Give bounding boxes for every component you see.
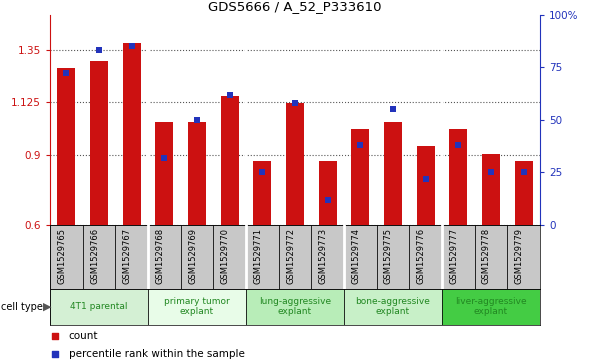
Point [127,43,136,49]
Bar [181,225,214,289]
Text: GSM1529769: GSM1529769 [188,228,197,284]
Text: GSM1529767: GSM1529767 [123,228,132,284]
Text: GSM1529777: GSM1529777 [449,228,458,284]
Text: GSM1529770: GSM1529770 [221,228,230,284]
Bar [474,225,507,289]
Bar [90,61,108,225]
Bar [351,129,369,225]
Point [192,117,202,123]
Bar [50,225,83,289]
Point [519,170,528,175]
Text: count: count [69,331,99,341]
Text: GSM1529771: GSM1529771 [253,228,263,284]
Bar [286,103,304,225]
Point [258,170,267,175]
Bar [449,129,467,225]
Point [486,170,496,175]
Bar [312,225,344,289]
Text: cell type: cell type [1,302,43,312]
Bar [221,97,239,225]
Point [94,48,104,53]
Bar [409,225,442,289]
Text: bone-aggressive
explant: bone-aggressive explant [356,297,430,317]
Text: GSM1529776: GSM1529776 [417,228,425,284]
Text: GSM1529775: GSM1529775 [384,228,393,284]
Point [62,70,71,76]
Point [290,100,300,106]
Bar [417,146,435,225]
Point [323,197,332,203]
Bar [123,42,141,225]
Bar [246,225,278,289]
Text: percentile rank within the sample: percentile rank within the sample [69,348,245,359]
Text: GSM1529765: GSM1529765 [57,228,67,284]
Bar [50,289,148,325]
Text: ▶: ▶ [42,302,51,312]
Bar [253,161,271,225]
Text: GSM1529773: GSM1529773 [319,228,327,284]
Bar [278,225,312,289]
Bar [148,289,246,325]
Bar [155,122,173,225]
Bar [214,225,246,289]
Bar [188,122,206,225]
Point [421,176,430,182]
Text: lung-aggressive
explant: lung-aggressive explant [259,297,331,317]
Bar [344,225,376,289]
Point [356,142,365,148]
Bar [482,154,500,225]
Text: liver-aggressive
explant: liver-aggressive explant [455,297,527,317]
Point [50,334,60,339]
Text: GSM1529772: GSM1529772 [286,228,295,284]
Point [160,155,169,160]
Text: GSM1529766: GSM1529766 [90,228,99,284]
Bar [514,161,533,225]
Bar [57,68,76,225]
Bar [344,289,442,325]
Bar [507,225,540,289]
Bar [116,225,148,289]
Bar [376,225,409,289]
Bar [246,289,344,325]
Point [388,106,398,112]
Text: GSM1529779: GSM1529779 [514,228,523,284]
Text: 4T1 parental: 4T1 parental [70,302,128,311]
Text: GSM1529774: GSM1529774 [351,228,360,284]
Text: primary tumor
explant: primary tumor explant [164,297,230,317]
Point [50,351,60,356]
Text: GSM1529768: GSM1529768 [155,228,165,284]
Point [454,142,463,148]
Bar [319,161,337,225]
Bar [442,289,540,325]
Title: GDS5666 / A_52_P333610: GDS5666 / A_52_P333610 [208,0,382,13]
Point [225,91,234,97]
Text: GSM1529778: GSM1529778 [482,228,491,284]
Bar [442,225,474,289]
Bar [83,225,116,289]
Bar [148,225,181,289]
Bar [384,122,402,225]
